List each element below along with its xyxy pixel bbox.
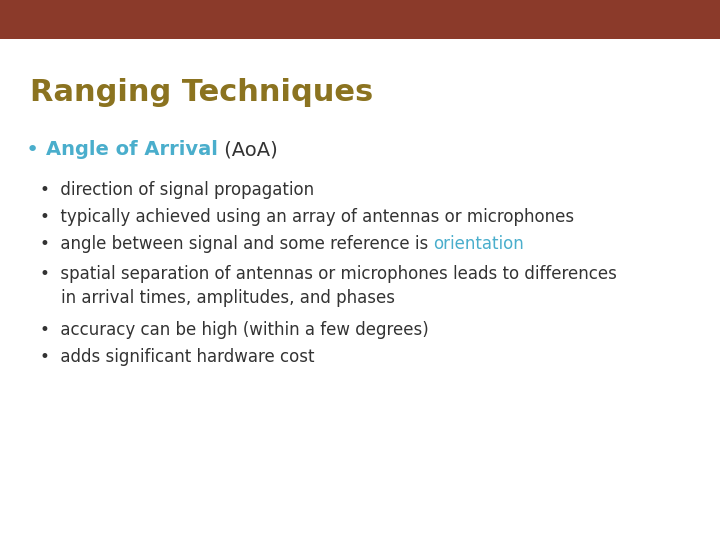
Text: Ranging Techniques: Ranging Techniques xyxy=(30,78,374,107)
Text: orientation: orientation xyxy=(433,235,524,253)
Text: •  accuracy can be high (within a few degrees): • accuracy can be high (within a few deg… xyxy=(40,321,428,339)
Text: •  adds significant hardware cost: • adds significant hardware cost xyxy=(40,348,314,366)
Text: Angle of Arrival: Angle of Arrival xyxy=(46,140,218,159)
Text: •  typically achieved using an array of antennas or microphones: • typically achieved using an array of a… xyxy=(40,208,574,226)
Text: in arrival times, amplitudes, and phases: in arrival times, amplitudes, and phases xyxy=(40,289,395,307)
Text: •  angle between signal and some reference is: • angle between signal and some referenc… xyxy=(40,235,433,253)
Text: •  spatial separation of antennas or microphones leads to differences: • spatial separation of antennas or micr… xyxy=(40,265,616,282)
Text: •: • xyxy=(26,140,39,160)
Text: (AoA): (AoA) xyxy=(218,140,278,159)
Text: •  direction of signal propagation: • direction of signal propagation xyxy=(40,181,314,199)
Bar xyxy=(0,0,720,39)
